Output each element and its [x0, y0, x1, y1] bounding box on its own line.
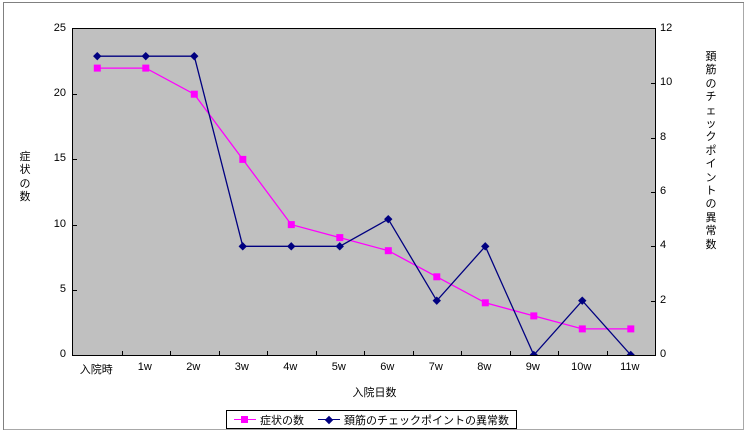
data-point-marker [336, 234, 344, 242]
left-axis-tick-labels: 0 5 10 15 20 25 [34, 22, 66, 360]
chart-frame: 症状の数 頚筋のチェックポイントの異常数 0 5 10 15 20 25 0 2 4 6 8 10 1… [3, 2, 744, 430]
axis-title-char: 異 [705, 211, 717, 224]
x-tick-label-6: 6w [380, 361, 395, 373]
data-point-marker [627, 325, 635, 333]
legend-square-icon [234, 415, 256, 424]
data-point-marker [287, 242, 296, 251]
axis-title-char: 数 [705, 238, 717, 251]
axis-tick-label: 0 [660, 348, 667, 360]
x-axis-title: 入院日数 [352, 387, 397, 399]
axis-title-char: ク [705, 131, 717, 144]
data-point-marker [93, 51, 102, 61]
axis-title-char: ポ [705, 144, 717, 157]
data-point-marker [432, 296, 441, 305]
x-tick-label-1: 1w [137, 361, 152, 373]
x-tick-label-8: 8w [477, 361, 492, 373]
x-tick-label-7: 7w [428, 361, 443, 373]
right-axis-tick-labels: 0 2 4 6 8 10 12 [660, 22, 690, 360]
axis-title-char: イ [705, 158, 717, 171]
axis-tick-label: 8 [660, 130, 667, 143]
legend-item-1: 頚筋のチェックポイントの異常数 [318, 412, 509, 428]
axis-tick-label: 20 [53, 87, 66, 100]
legend-item-0: 症状の数 [234, 412, 304, 428]
chart-legend: 症状の数 頚筋のチェックポイントの異常数 [226, 410, 517, 429]
axis-tick-label: 6 [660, 185, 667, 197]
series-line [97, 67, 631, 330]
axis-tick-label: 10 [53, 217, 66, 230]
axis-tick-label: 2 [660, 293, 667, 306]
data-point-marker [481, 242, 490, 251]
data-point-marker [384, 247, 392, 255]
axis-title-char: の [19, 177, 31, 190]
x-tick-label-2: 2w [186, 361, 201, 373]
data-point-marker [238, 242, 247, 251]
x-tick-label-5: 5w [331, 361, 346, 373]
data-point-marker [384, 214, 393, 224]
data-point-marker [529, 350, 538, 355]
series-line [97, 55, 632, 355]
axis-title-char: の [705, 198, 717, 211]
x-tick-label-3: 3w [234, 361, 249, 373]
axis-title-char: の [705, 77, 717, 90]
legend-diamond-icon [318, 415, 340, 425]
axis-tick-label: 15 [53, 152, 66, 165]
data-point-marker [141, 51, 150, 61]
plot-area [72, 28, 656, 356]
data-point-marker [142, 64, 150, 72]
axis-tick-label: 10 [660, 76, 673, 89]
x-tick-label-10: 10w [571, 361, 592, 373]
data-point-marker [239, 155, 247, 163]
data-point-marker [93, 64, 101, 72]
axis-tick-label: 25 [53, 22, 66, 34]
data-point-marker [481, 299, 489, 307]
legend-label: 症状の数 [260, 414, 304, 427]
data-point-marker [287, 221, 295, 229]
axis-title-char: ン [705, 171, 717, 184]
axis-title-char: ト [705, 185, 717, 198]
legend-label: 頚筋のチェックポイントの異常数 [344, 414, 509, 427]
series-canvas [73, 51, 655, 355]
data-point-marker [626, 350, 635, 355]
data-point-marker [578, 296, 587, 305]
x-tick-label-11: 11w [620, 361, 640, 373]
data-point-marker [190, 90, 198, 98]
data-point-marker [530, 312, 538, 320]
x-tick-label-9: 9w [525, 361, 540, 373]
axis-tick-label: 0 [59, 348, 66, 360]
x-tick-label-4: 4w [283, 361, 298, 373]
x-tick-label-0: 入院時 [79, 364, 113, 376]
data-point-marker [335, 242, 344, 251]
axis-tick-label: 5 [59, 282, 66, 295]
axis-title-char: ェ [705, 104, 717, 117]
axis-title-char: 頚 [705, 51, 717, 63]
axis-title-char: 状 [19, 164, 31, 177]
axis-title-char: ッ [705, 118, 717, 131]
axis-tick-label: 4 [660, 239, 667, 252]
data-point-marker [190, 51, 199, 61]
left-axis-title: 症状の数 [18, 151, 32, 205]
axis-title-char: チ [705, 91, 717, 104]
axis-title-char: 数 [19, 191, 31, 204]
axis-title-char: 常 [705, 225, 717, 238]
axis-title-char: 症 [19, 151, 31, 163]
axis-title-char: 筋 [705, 64, 717, 77]
data-point-marker [578, 325, 586, 333]
data-point-marker [433, 273, 441, 281]
axis-tick-label: 12 [660, 22, 673, 34]
right-axis-title: 頚筋のチェックポイントの異常数 [704, 51, 718, 252]
